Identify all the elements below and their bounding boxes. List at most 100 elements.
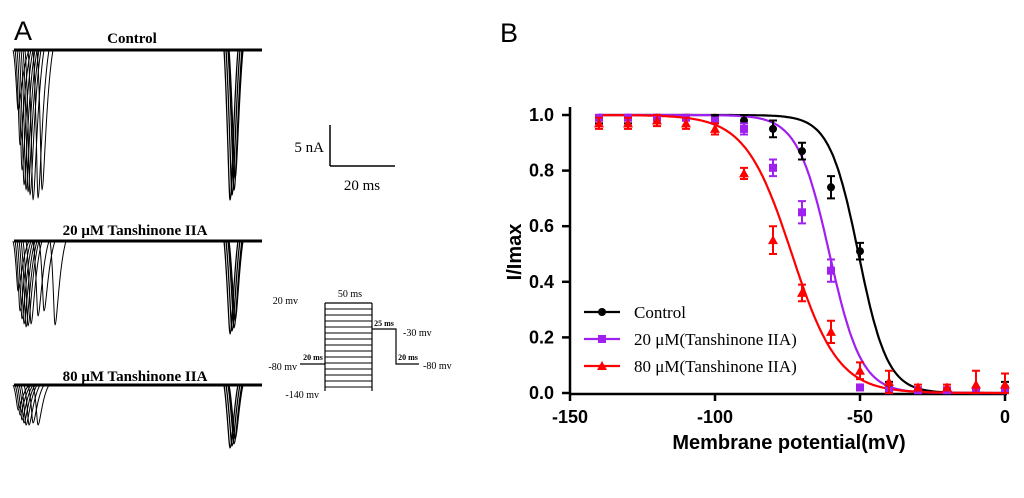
trace-sweep	[38, 240, 56, 312]
scale-bar-time: 20 ms	[344, 178, 380, 194]
data-point	[652, 115, 662, 125]
trace-test-sweep	[228, 384, 244, 440]
trace-sweep	[32, 384, 50, 426]
data-point	[826, 326, 836, 336]
data-point	[798, 208, 806, 217]
scale-bar: 5 nA 20 ms	[294, 125, 395, 194]
trace-sweep	[22, 49, 40, 193]
y-tick-label: 0.4	[529, 272, 554, 292]
x-tick-label: 0	[1000, 407, 1010, 427]
trace-test-sweep	[225, 49, 241, 196]
protocol-steps	[325, 308, 372, 388]
trace-sweep	[14, 240, 32, 312]
trace-sweep	[12, 384, 30, 411]
trace-test-sweep	[228, 240, 244, 322]
protocol-duration-pre: 20 ms	[303, 353, 323, 362]
data-point	[827, 266, 835, 275]
panel-a-label: A	[14, 16, 32, 46]
data-point	[740, 124, 748, 133]
protocol-hold-label: -80 mv	[268, 362, 297, 373]
data-point	[1000, 379, 1010, 389]
data-point	[681, 118, 691, 128]
data-point	[769, 124, 777, 133]
trace-sweep	[32, 240, 50, 317]
trace-test-sweep	[227, 49, 243, 191]
data-point	[623, 118, 633, 128]
data-point	[739, 168, 749, 178]
trace-sweep	[14, 49, 32, 146]
data-point	[598, 308, 606, 316]
trace-sweep	[27, 49, 45, 201]
protocol-bottom-label: -140 mv	[285, 390, 319, 401]
trace-sweep	[16, 49, 34, 171]
trace-sweep	[36, 49, 54, 191]
data-points	[594, 113, 1010, 395]
protocol-duration-test: 20 ms	[398, 353, 418, 362]
data-point	[597, 361, 607, 370]
protocol-duration-gap: 25 ms	[374, 319, 394, 328]
protocol-end-label: -80 mv	[423, 361, 452, 372]
trace-control	[12, 48, 262, 201]
legend-label: 80 μM(Tanshinone IIA)	[634, 357, 797, 376]
trace-sweep	[25, 240, 43, 325]
y-tick-label: 0.2	[529, 327, 554, 347]
trace-sweep	[20, 240, 38, 328]
data-point	[594, 118, 604, 128]
trace-test-sweep	[227, 240, 243, 329]
trace-test-sweep	[223, 49, 239, 201]
trace-80uM	[12, 383, 262, 449]
scale-bar-current: 5 nA	[294, 140, 324, 156]
data-point	[855, 365, 865, 375]
protocol-outline	[300, 302, 419, 391]
trace-sweep	[20, 49, 38, 191]
data-point	[710, 123, 720, 133]
data-point	[971, 379, 981, 389]
data-point	[856, 383, 864, 392]
trace-test-sweep	[227, 384, 243, 445]
trace-test-sweep	[225, 240, 241, 332]
y-tick-label: 0.6	[529, 216, 554, 236]
trace-test-sweep	[228, 49, 244, 179]
data-point	[913, 382, 923, 392]
trace-20uM	[12, 239, 262, 335]
y-tick-label: 0.8	[529, 161, 554, 181]
x-axis-label: Membrane potential(mV)	[672, 432, 905, 454]
voltage-protocol: 20 mv -80 mv -140 mv 50 ms 20 ms 25 ms 2…	[268, 289, 451, 401]
trace-test-sweep	[223, 384, 239, 449]
y-tick-label: 1.0	[529, 105, 554, 125]
data-point	[942, 382, 952, 392]
data-point	[827, 183, 835, 192]
trace-sweep	[12, 240, 30, 292]
data-point	[711, 116, 719, 125]
trace-sweep	[27, 384, 45, 424]
data-point	[856, 247, 864, 256]
trace-title-80uM: 80 μM Tanshinone IIA	[63, 369, 208, 385]
trace-sweep	[22, 240, 40, 327]
trace-sweep	[49, 240, 67, 326]
trace-title-20uM: 20 μM Tanshinone IIA	[63, 223, 208, 239]
protocol-top-label: 20 mv	[273, 296, 298, 307]
legend-label: Control	[634, 303, 686, 322]
data-point	[598, 335, 606, 343]
trace-test-sweep	[225, 384, 241, 447]
trace-title-control: Control	[107, 31, 157, 47]
y-axis-label: I/Imax	[504, 224, 526, 281]
trace-sweep	[18, 240, 36, 325]
data-point	[769, 163, 777, 172]
trace-sweep	[20, 384, 38, 426]
data-point	[797, 287, 807, 297]
trace-test-sweep	[223, 240, 239, 335]
y-tick-label: 0.0	[529, 383, 554, 403]
trace-sweep	[16, 384, 34, 421]
protocol-duration-cond: 50 ms	[338, 289, 362, 300]
plot-area: -150 -100 -50 0 0.0 0.2 0.4 0.6 0.8 1.0	[529, 105, 1010, 427]
legend-label: 20 μM(Tanshinone IIA)	[634, 330, 797, 349]
data-point	[884, 376, 894, 386]
protocol-step-label: -30 mv	[403, 328, 432, 339]
data-point	[768, 235, 778, 245]
trace-sweep	[32, 49, 50, 199]
legend: Control 20 μM(Tanshinone IIA) 80 μM(Tanshi…	[584, 303, 797, 376]
axis-ticks: -150 -100 -50 0 0.0 0.2 0.4 0.6 0.8 1.0	[529, 105, 1010, 427]
data-point	[798, 147, 806, 156]
